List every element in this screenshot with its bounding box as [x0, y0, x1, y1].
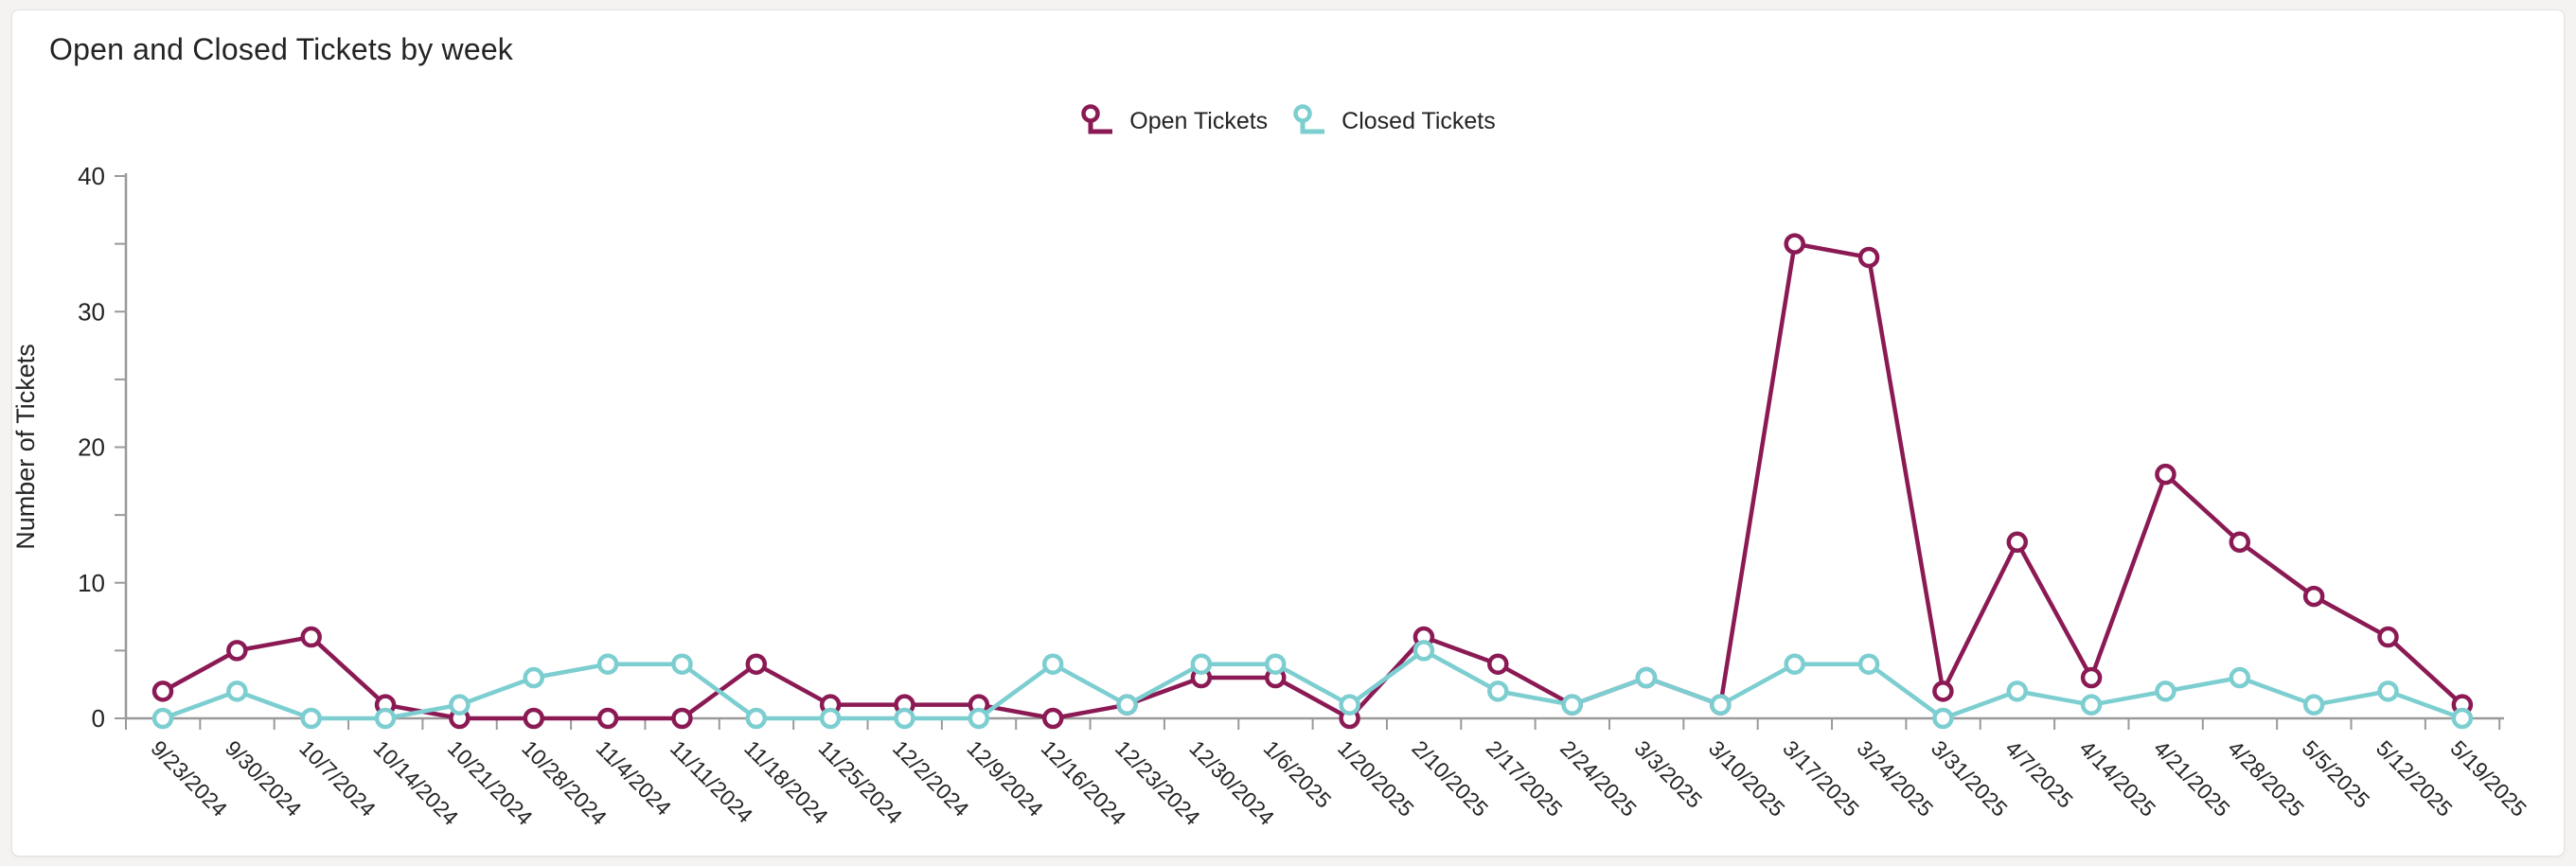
x-tick-label: 5/12/2025 [2372, 735, 2458, 822]
data-point-closed-tickets[interactable] [1932, 707, 1954, 730]
data-point-closed-tickets[interactable] [449, 694, 471, 716]
y-tick-label: 0 [92, 704, 105, 733]
data-point-open-tickets[interactable] [2377, 626, 2399, 648]
x-tick-label: 4/21/2025 [2149, 735, 2235, 822]
data-point-closed-tickets[interactable] [2451, 707, 2474, 730]
data-point-open-tickets[interactable] [1041, 707, 1064, 730]
data-point-open-tickets[interactable] [671, 707, 693, 730]
axes: 0102030409/23/20249/30/202410/7/202410/1… [78, 162, 2532, 830]
data-point-open-tickets[interactable] [226, 640, 248, 662]
data-point-closed-tickets[interactable] [2155, 680, 2176, 702]
data-point-closed-tickets[interactable] [894, 707, 915, 730]
x-tick-label: 4/28/2025 [2223, 735, 2309, 822]
data-point-closed-tickets[interactable] [2377, 680, 2399, 702]
data-point-open-tickets[interactable] [1857, 246, 1880, 269]
data-point-open-tickets[interactable] [523, 707, 544, 730]
x-tick-label: 9/30/2024 [221, 735, 307, 822]
data-point-closed-tickets[interactable] [1561, 694, 1583, 716]
x-tick-label: 3/24/2025 [1853, 735, 1939, 822]
data-point-closed-tickets[interactable] [1265, 653, 1287, 675]
chart-title: Open and Closed Tickets by week [49, 32, 514, 66]
data-point-closed-tickets[interactable] [1116, 694, 1138, 716]
x-tick-label: 5/5/2025 [2298, 735, 2375, 813]
series-closed-tickets [151, 640, 2474, 730]
x-tick-label: 1/20/2025 [1333, 735, 1419, 822]
data-point-closed-tickets[interactable] [374, 707, 397, 730]
x-tick-label: 3/31/2025 [1927, 735, 2013, 822]
data-point-closed-tickets[interactable] [1784, 653, 1805, 675]
legend-label-closed-tickets: Closed Tickets [1341, 107, 1496, 134]
legend: Open Tickets Closed Tickets [0, 104, 2576, 138]
data-point-closed-tickets[interactable] [1339, 694, 1360, 716]
data-point-closed-tickets[interactable] [2006, 680, 2028, 702]
data-point-closed-tickets[interactable] [1710, 694, 1732, 716]
data-point-open-tickets[interactable] [2155, 463, 2176, 486]
x-tick-label: 3/3/2025 [1629, 735, 1707, 813]
data-point-closed-tickets[interactable] [2080, 694, 2103, 716]
y-tick-label: 30 [78, 297, 105, 326]
legend-item-open-tickets[interactable]: Open Tickets [1080, 104, 1268, 138]
data-point-closed-tickets[interactable] [1041, 653, 1064, 675]
data-point-open-tickets[interactable] [1487, 653, 1509, 675]
closed-tickets-legend-icon [1293, 104, 1325, 134]
legend-item-closed-tickets[interactable]: Closed Tickets [1292, 104, 1496, 138]
data-point-closed-tickets[interactable] [1412, 640, 1435, 662]
data-point-closed-tickets[interactable] [300, 707, 322, 730]
data-point-open-tickets[interactable] [1784, 233, 1805, 255]
series-open-tickets [151, 233, 2474, 730]
y-tick-label: 10 [78, 569, 105, 597]
y-tick-label: 20 [78, 433, 105, 462]
series-group [151, 233, 2474, 730]
data-point-closed-tickets[interactable] [2229, 666, 2251, 689]
data-point-closed-tickets[interactable] [819, 707, 842, 730]
legend-label-open-tickets: Open Tickets [1129, 107, 1269, 134]
open-tickets-legend-icon [1081, 104, 1113, 134]
y-tick-label: 40 [78, 162, 105, 190]
data-point-closed-tickets[interactable] [1190, 653, 1213, 675]
data-point-closed-tickets[interactable] [968, 707, 990, 730]
x-tick-label: 2/24/2025 [1555, 735, 1642, 822]
data-point-closed-tickets[interactable] [671, 653, 693, 675]
line-open-tickets [160, 241, 2465, 721]
x-tick-label: 3/17/2025 [1778, 735, 1864, 822]
data-point-closed-tickets[interactable] [151, 707, 174, 730]
data-point-open-tickets[interactable] [1932, 680, 1954, 702]
data-point-open-tickets[interactable] [300, 626, 322, 648]
data-point-closed-tickets[interactable] [1635, 666, 1658, 689]
data-point-closed-tickets[interactable] [1857, 653, 1880, 675]
data-point-closed-tickets[interactable] [226, 680, 248, 702]
data-point-open-tickets[interactable] [2302, 585, 2325, 608]
x-tick-label: 12/9/2024 [962, 735, 1048, 822]
data-point-closed-tickets[interactable] [596, 653, 619, 675]
y-axis-title: Number of Tickets [11, 344, 40, 550]
line-closed-tickets [160, 648, 2465, 721]
data-point-open-tickets[interactable] [745, 653, 768, 675]
data-point-closed-tickets[interactable] [2302, 694, 2325, 716]
data-point-closed-tickets[interactable] [1487, 680, 1509, 702]
data-point-open-tickets[interactable] [2006, 531, 2028, 554]
data-point-closed-tickets[interactable] [523, 666, 544, 689]
data-point-closed-tickets[interactable] [745, 707, 768, 730]
x-tick-label: 10/7/2024 [294, 735, 381, 822]
data-point-open-tickets[interactable] [2229, 531, 2251, 554]
data-point-open-tickets[interactable] [2080, 666, 2103, 689]
x-tick-label: 5/19/2025 [2445, 735, 2532, 822]
x-tick-label: 2/10/2025 [1407, 735, 1493, 822]
x-tick-label: 4/14/2025 [2075, 735, 2161, 822]
x-tick-label: 1/6/2025 [1259, 735, 1337, 813]
x-tick-label: 3/10/2025 [1704, 735, 1790, 822]
x-tick-label: 9/23/2024 [146, 735, 232, 822]
x-tick-label: 2/17/2025 [1482, 735, 1568, 822]
data-point-open-tickets[interactable] [596, 707, 619, 730]
data-point-open-tickets[interactable] [151, 680, 174, 702]
x-tick-label: 4/7/2025 [2000, 735, 2078, 813]
